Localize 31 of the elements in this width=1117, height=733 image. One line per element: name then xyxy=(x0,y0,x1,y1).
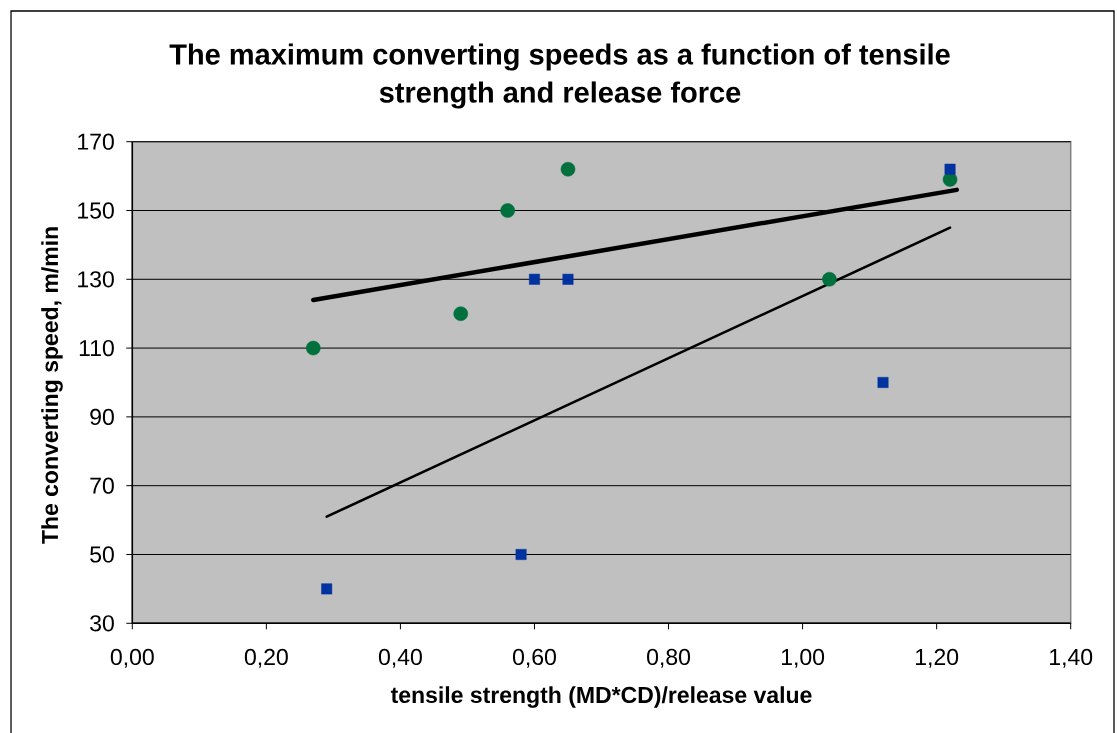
x-tick-label: 1,20 xyxy=(916,648,959,668)
x-tick-label: 0,60 xyxy=(512,648,556,668)
point xyxy=(515,549,527,560)
x-tick-label: 1,40 xyxy=(1050,648,1093,668)
y-tick-label: 70 xyxy=(90,477,114,494)
y-tick-label: 50 xyxy=(90,546,114,563)
x-axis-title: tensile strength (MD*CD)/release value xyxy=(390,686,812,708)
point xyxy=(560,161,576,177)
point xyxy=(877,377,889,388)
x-tick-label: 0,20 xyxy=(244,648,288,668)
x-tick-label: 0,80 xyxy=(647,648,691,668)
y-tick-label: 130 xyxy=(78,271,114,288)
y-tick-label: 170 xyxy=(78,133,114,150)
chart-title: The maximum converting speeds as a function of tensile strength and release force xyxy=(169,43,950,109)
point xyxy=(562,273,574,285)
point xyxy=(306,340,321,356)
y-tick-label: 30 xyxy=(90,615,114,632)
point xyxy=(321,583,333,595)
point xyxy=(500,203,515,218)
point xyxy=(453,306,468,321)
x-tick-label: 0,40 xyxy=(378,648,422,668)
y-tick-label: 150 xyxy=(78,202,114,219)
y-axis-title: The converting speed, m/min xyxy=(41,227,63,544)
point xyxy=(944,163,956,175)
point xyxy=(529,273,540,285)
x-tick-label: 1,00 xyxy=(781,648,825,668)
y-tick-label: 90 xyxy=(90,408,114,426)
point xyxy=(942,172,958,187)
y-tick-label: 110 xyxy=(79,339,114,357)
x-tick-label: 0,00 xyxy=(110,648,154,668)
point xyxy=(822,272,837,287)
